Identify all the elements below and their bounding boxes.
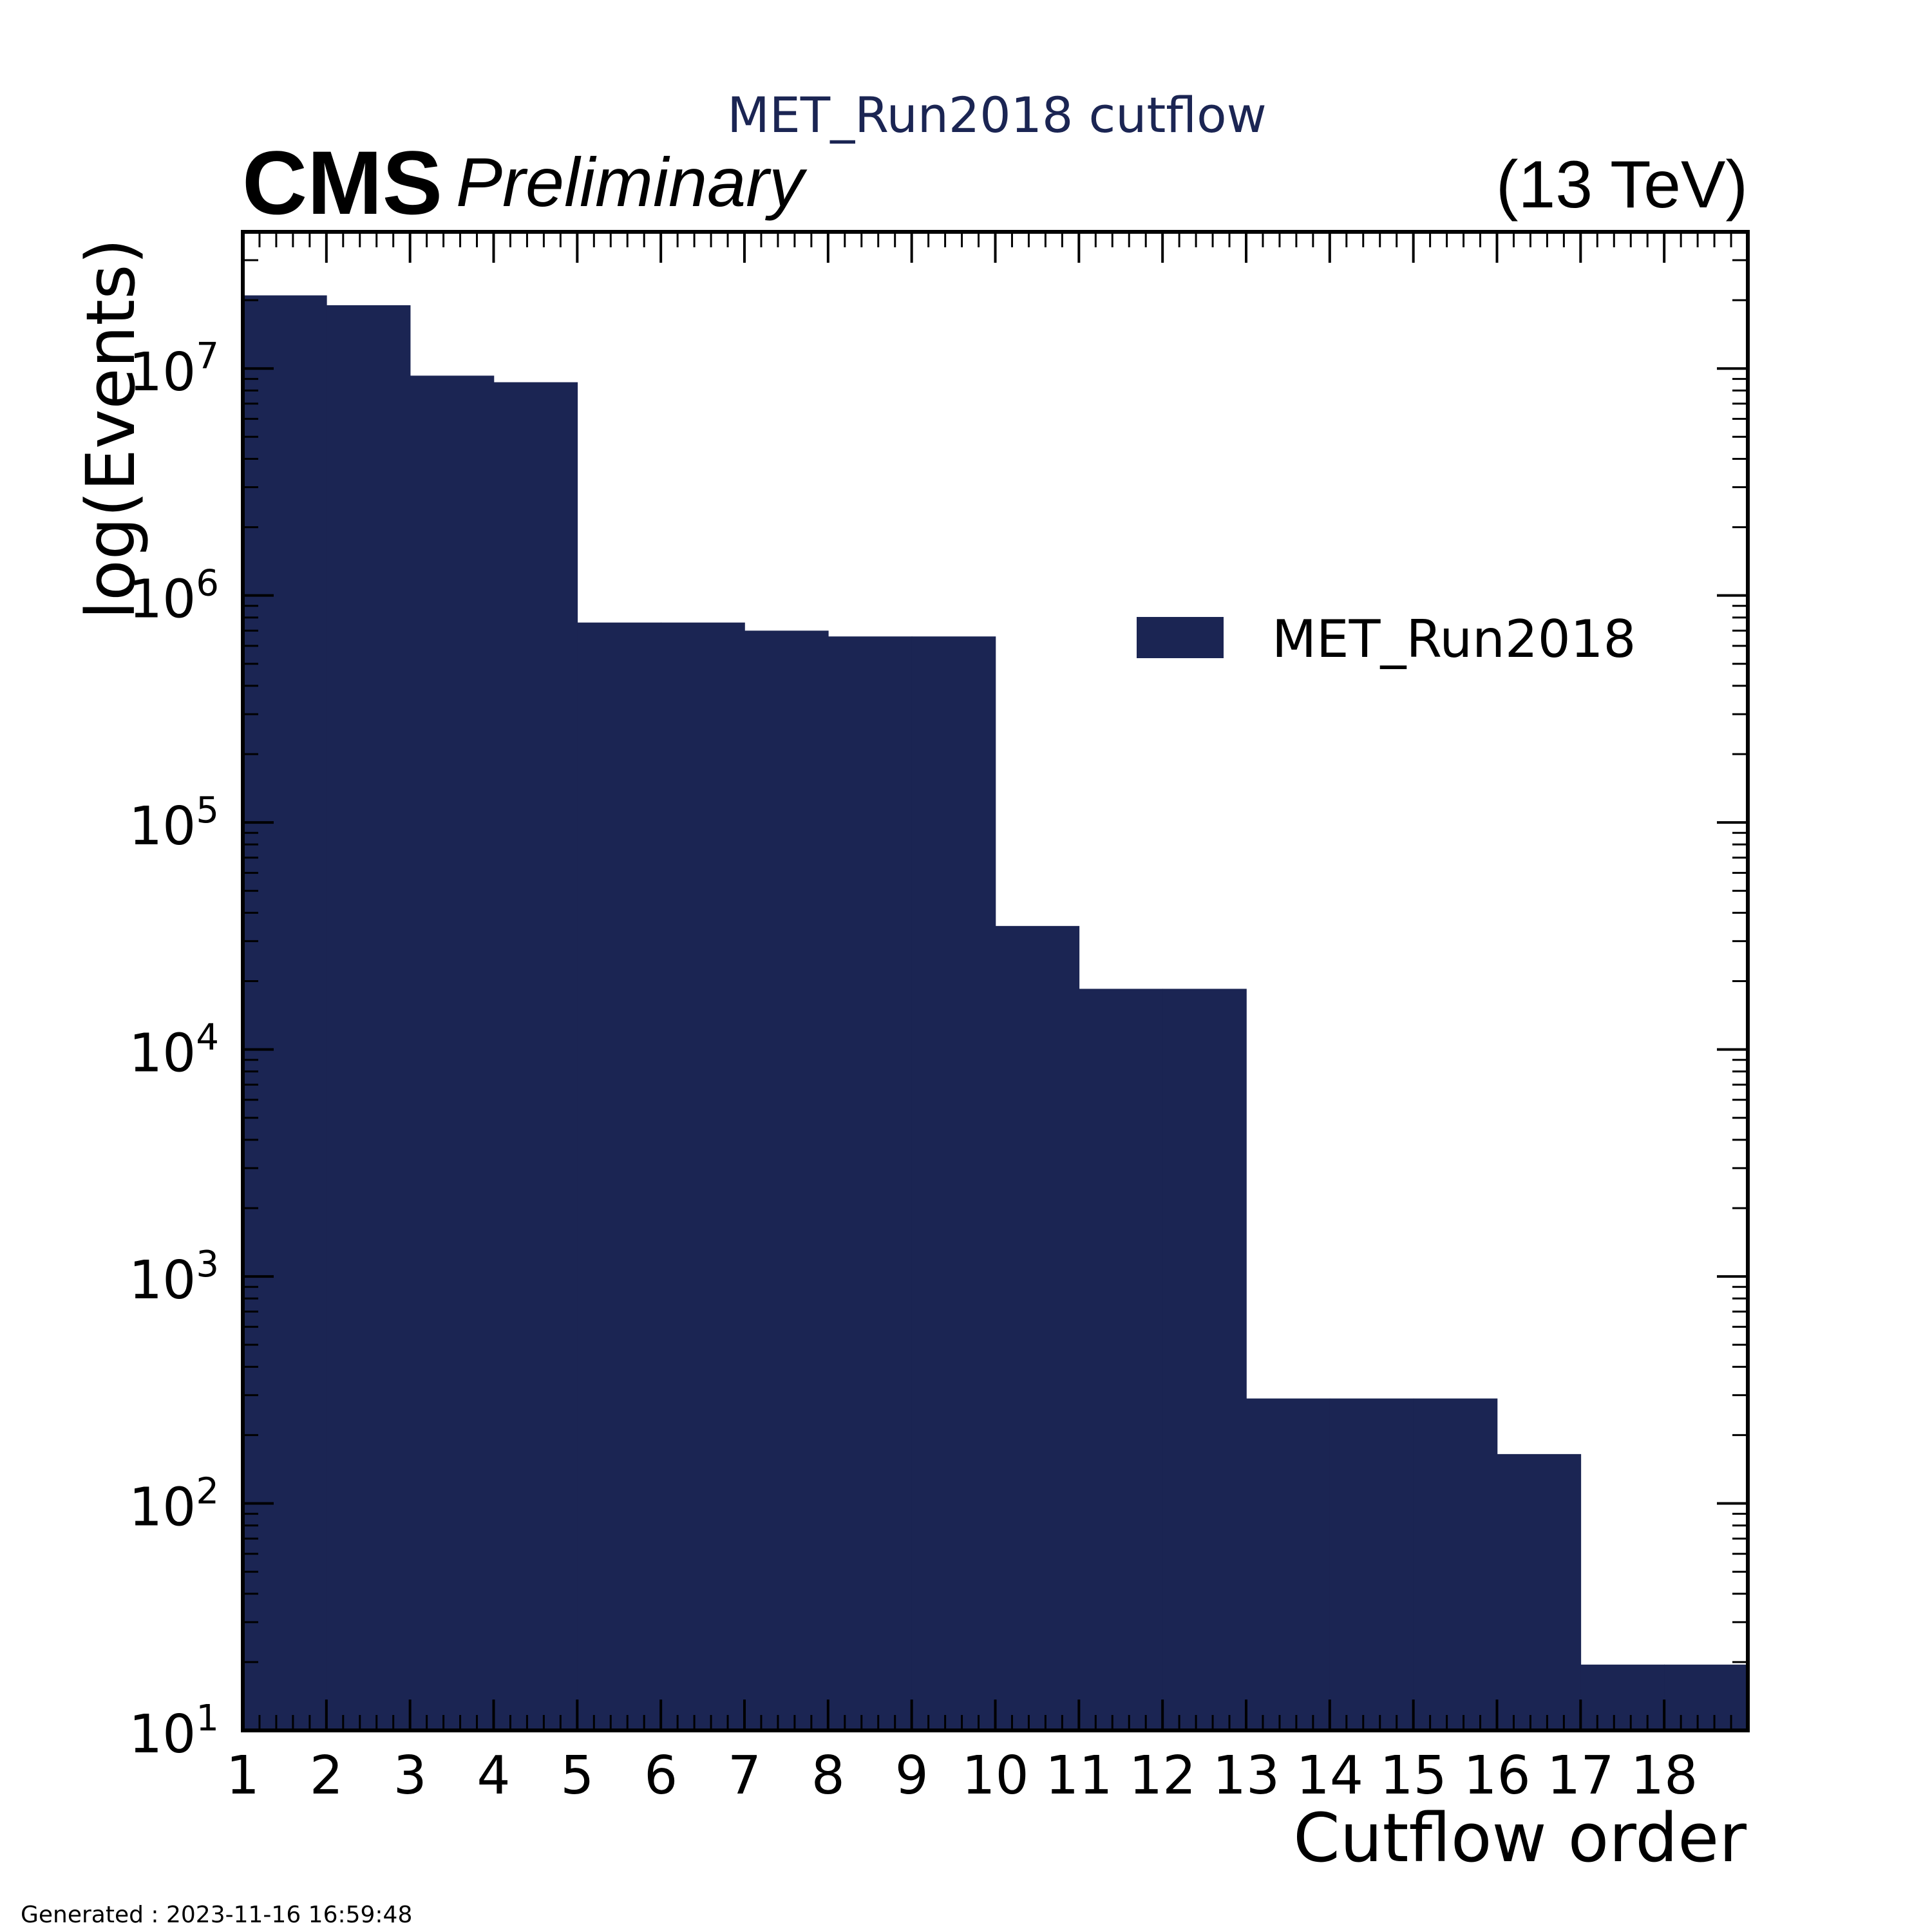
y-tick-label: 106 — [129, 563, 219, 630]
y-tick-label: 101 — [129, 1698, 219, 1765]
x-tick-label: 11 — [1045, 1745, 1112, 1806]
legend-swatch — [1137, 617, 1224, 658]
x-tick-label: 5 — [560, 1745, 594, 1806]
x-tick-label: 7 — [728, 1745, 761, 1806]
bar-8 — [828, 636, 913, 1730]
legend-entry: MET_Run2018 — [1272, 609, 1636, 669]
bar-11 — [1079, 989, 1163, 1730]
bar-5 — [577, 622, 661, 1730]
x-tick-label: 2 — [310, 1745, 343, 1806]
y-axis-label: log(Events) — [71, 238, 150, 620]
bar-13 — [1246, 1398, 1331, 1730]
x-tick-label: 17 — [1547, 1745, 1614, 1806]
x-tick-label: 18 — [1631, 1745, 1698, 1806]
x-tick-label: 8 — [811, 1745, 845, 1806]
x-tick-label: 12 — [1129, 1745, 1196, 1806]
bar-17 — [1580, 1664, 1665, 1730]
bar-12 — [1162, 989, 1247, 1730]
bar-18 — [1664, 1664, 1748, 1730]
bar-2 — [326, 305, 411, 1731]
x-tick-label: 16 — [1463, 1745, 1530, 1806]
bar-16 — [1497, 1454, 1582, 1730]
x-tick-label: 3 — [393, 1745, 427, 1806]
y-tick-label: 104 — [129, 1017, 219, 1084]
y-tick-label: 105 — [129, 790, 219, 857]
bar-10 — [995, 925, 1080, 1730]
experiment-label: CMS — [242, 132, 442, 233]
bar-series — [243, 295, 1748, 1731]
x-tick-label: 6 — [644, 1745, 677, 1806]
x-tick-label: 4 — [477, 1745, 510, 1806]
chart-title: MET_Run2018 cutflow — [727, 86, 1267, 144]
y-tick-label: 103 — [129, 1244, 219, 1311]
y-tick-label: 102 — [129, 1471, 219, 1539]
bar-14 — [1329, 1398, 1414, 1730]
status-label: Preliminary — [456, 143, 808, 221]
bar-4 — [493, 382, 578, 1730]
bar-15 — [1413, 1398, 1498, 1730]
bar-1 — [243, 295, 327, 1730]
y-tick-label: 107 — [129, 336, 219, 403]
bar-3 — [410, 375, 495, 1730]
x-tick-label: 15 — [1379, 1745, 1446, 1806]
x-tick-labels: 1 2 3 4 5 6 7 8 9 10 11 12 13 14 15 16 17 18 — [226, 1745, 1698, 1806]
generated-timestamp: Generated : 2023-11-16 16:59:48 — [21, 1902, 412, 1928]
plot-frame — [241, 230, 1750, 1732]
bar-6 — [661, 622, 745, 1730]
x-tick-label: 1 — [226, 1745, 260, 1806]
bar-9 — [911, 636, 996, 1730]
x-tick-label: 9 — [895, 1745, 929, 1806]
x-tick-label: 13 — [1213, 1745, 1280, 1806]
x-tick-label: 14 — [1296, 1745, 1363, 1806]
x-axis-label: Cutflow order — [1293, 1799, 1747, 1877]
bar-7 — [744, 630, 829, 1730]
y-tick-labels: 101 102 103 104 105 106 107 — [129, 336, 219, 1765]
energy-label: (13 TeV) — [1496, 147, 1748, 222]
x-tick-label: 10 — [961, 1745, 1028, 1806]
axis-ticks — [242, 231, 1749, 1732]
